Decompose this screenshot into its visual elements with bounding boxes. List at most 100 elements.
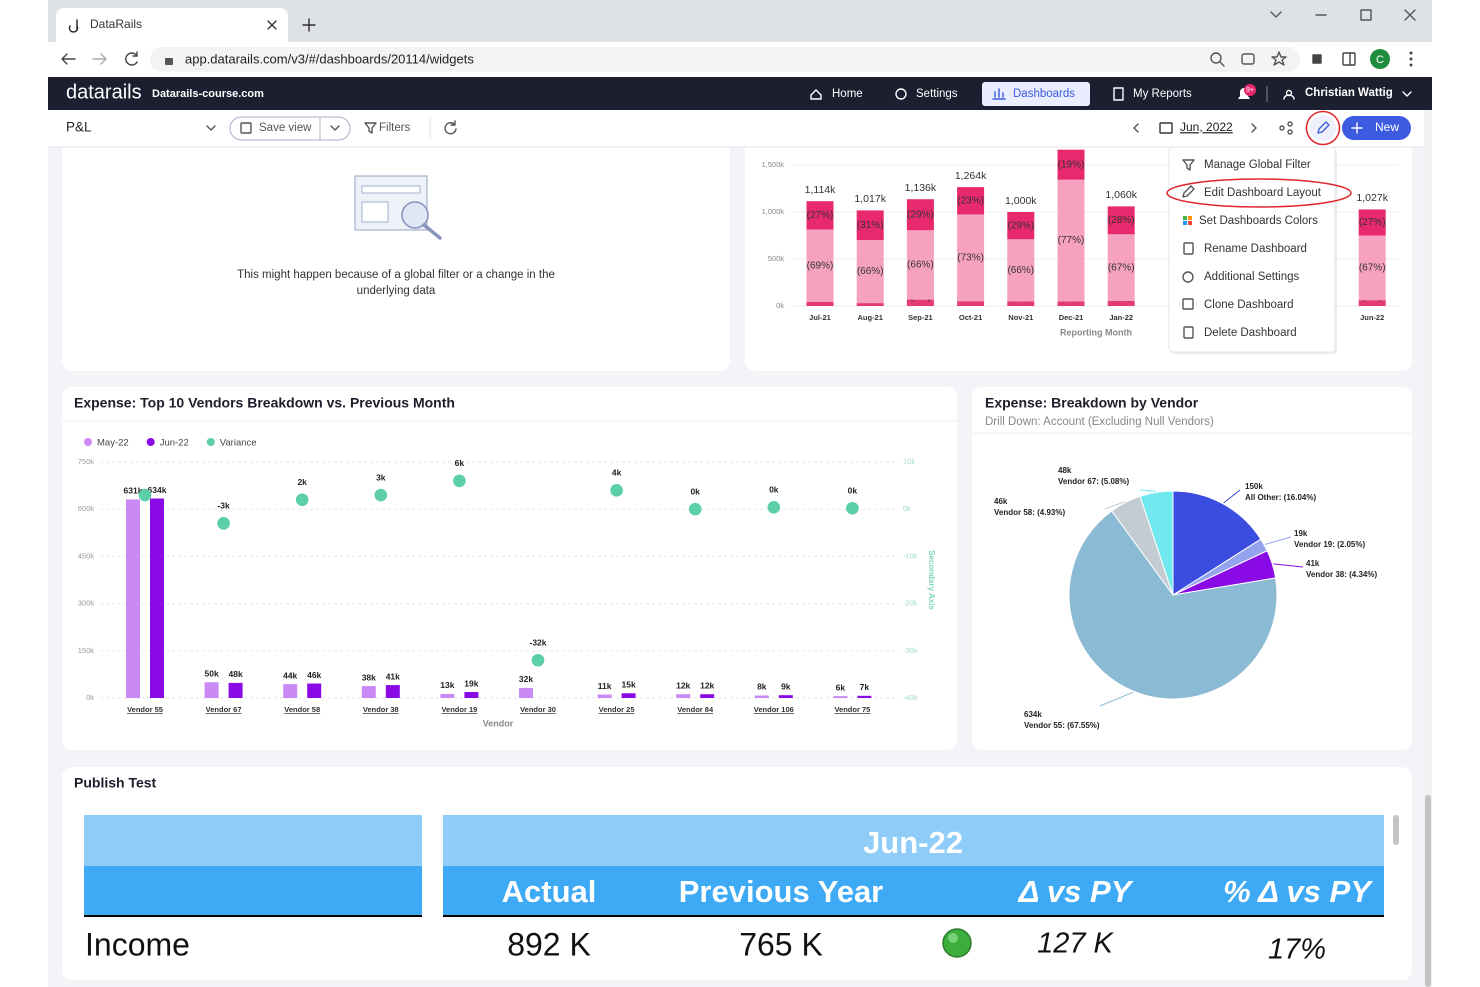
header-band <box>443 866 1384 915</box>
filter-icon[interactable] <box>364 122 377 134</box>
data-label: 15k <box>622 680 636 690</box>
logo[interactable]: datarails <box>66 81 142 103</box>
data-label: 38k <box>362 672 376 682</box>
dashboard-dropdown[interactable] <box>206 125 216 131</box>
data-label: 19k <box>464 678 478 688</box>
variance-dot <box>295 493 309 507</box>
bar-segment <box>856 210 884 241</box>
data-label: 3k <box>376 472 386 482</box>
x-tick-label[interactable]: Vendor 67 <box>206 705 242 714</box>
browser-menu[interactable] <box>1409 51 1413 67</box>
data-label: 0k <box>690 486 700 496</box>
prev-period[interactable] <box>1133 123 1139 133</box>
segment-label: (69%) <box>807 260 834 271</box>
menu-item[interactable]: Rename Dashboard <box>1204 243 1307 255</box>
y2-tick-label: -10k <box>903 551 918 560</box>
notification-count: 9+ <box>1246 87 1254 94</box>
new-tab[interactable] <box>302 18 316 32</box>
x-tick-label[interactable]: Vendor 30 <box>520 705 556 714</box>
nav-item[interactable]: Home <box>832 88 863 100</box>
data-label: 0k <box>769 485 779 495</box>
menu-item[interactable]: Set Dashboards Colors <box>1199 215 1318 227</box>
menu-item[interactable]: Manage Global Filter <box>1204 159 1311 171</box>
close-window[interactable] <box>1404 9 1416 21</box>
x-tick-label[interactable]: Vendor 55 <box>127 705 163 714</box>
bar <box>621 693 636 698</box>
segment-label: (29%) <box>1007 220 1034 231</box>
nav-item[interactable]: My Reports <box>1133 88 1192 100</box>
reload[interactable] <box>125 51 138 66</box>
vendor-chart: 0k 150k 300k 450k 600k 750k -40k -30k -20k -10k 0k… <box>78 438 936 729</box>
leader-line <box>1264 536 1292 545</box>
menu-item[interactable]: Additional Settings <box>1204 271 1300 283</box>
y-tick-label: 1,000k <box>761 207 784 216</box>
maximize[interactable] <box>1360 9 1372 21</box>
header-band <box>84 866 422 915</box>
x-tick-label[interactable]: Vendor 75 <box>834 705 870 714</box>
bar <box>700 694 715 698</box>
x-tick-label[interactable]: Vendor 106 <box>754 705 794 714</box>
status-indicator <box>942 928 972 958</box>
y-tick-label: 750k <box>78 457 95 466</box>
dashboard-selector[interactable]: P&L <box>66 120 92 135</box>
pie-slice[interactable] <box>1172 490 1262 596</box>
legend-label: Jun-22 <box>160 438 189 449</box>
data-label: 12k <box>676 680 690 690</box>
omnibox-icons[interactable] <box>1210 51 1287 67</box>
x-tick-label: Aug-21 <box>857 313 882 322</box>
charts: 0k500k1,000k1,500kJul-21(4%)(69%)(27%)1,… <box>78 149 1398 730</box>
tab-close[interactable] <box>267 20 277 30</box>
calendar-icon <box>1159 122 1173 134</box>
nav-item-active[interactable] <box>982 82 1090 106</box>
active-tab[interactable] <box>56 8 288 48</box>
forward[interactable] <box>92 53 107 65</box>
margin <box>1432 0 1480 987</box>
nav-item[interactable]: Dashboards <box>1013 88 1075 100</box>
refresh-button[interactable] <box>444 120 457 135</box>
profile-avatar[interactable] <box>1370 49 1390 69</box>
data-label: -3k <box>217 501 230 511</box>
tab-search[interactable] <box>1270 11 1282 18</box>
notification-badge <box>1244 84 1256 96</box>
back[interactable] <box>61 53 76 65</box>
toolbar-icons[interactable] <box>1312 52 1356 66</box>
table-scrollbar[interactable] <box>1393 815 1399 845</box>
pie-slice[interactable] <box>1139 490 1174 596</box>
user-menu-chevron[interactable] <box>1402 91 1412 97</box>
pie-slice[interactable] <box>1068 510 1278 700</box>
share-button[interactable] <box>1279 121 1293 135</box>
x-tick-label[interactable]: Vendor 25 <box>599 705 635 714</box>
segment-label: (27%) <box>807 210 834 221</box>
user-name[interactable]: Christian Wattig <box>1305 87 1393 99</box>
bar-segment <box>1007 301 1035 306</box>
x-tick-label[interactable]: Vendor 84 <box>677 705 714 714</box>
x-tick-label[interactable]: Vendor 19 <box>441 705 477 714</box>
scrollbar-thumb[interactable] <box>1425 795 1431 987</box>
save-view-dropdown[interactable] <box>330 125 340 131</box>
legend-swatch <box>206 438 215 446</box>
next-period[interactable] <box>1251 123 1257 133</box>
filters-button[interactable]: Filters <box>379 122 411 134</box>
variance-dot <box>374 488 388 502</box>
empty-message: underlying data <box>357 285 436 297</box>
highlight-ellipse <box>1166 178 1352 208</box>
pie-chart: 150k All Other: (16.04%) 19k Vendor 19: (2.… <box>994 466 1377 730</box>
nav-item[interactable]: Settings <box>916 88 958 100</box>
omnibox[interactable] <box>150 47 1300 72</box>
company[interactable]: Datarails-course.com <box>152 88 264 100</box>
menu-item[interactable]: Clone Dashboard <box>1204 299 1294 311</box>
x-tick-label[interactable]: Vendor 38 <box>363 705 399 714</box>
y-tick-label: 600k <box>78 504 95 513</box>
new-button[interactable] <box>1342 116 1411 140</box>
period-picker[interactable]: Jun, 2022 <box>1180 120 1233 134</box>
bar-segment <box>957 301 985 306</box>
total-label: 1,017k <box>854 193 886 205</box>
menu-item[interactable]: Edit Dashboard Layout <box>1204 187 1322 199</box>
edit-button[interactable] <box>1310 115 1336 141</box>
menu-item[interactable]: Delete Dashboard <box>1204 327 1297 339</box>
slice-label: Vendor 67: (5.08%) <box>1058 477 1129 486</box>
x-tick-label[interactable]: Vendor 58 <box>284 705 320 714</box>
bar <box>440 693 455 698</box>
segment-label: (23%) <box>957 195 984 206</box>
